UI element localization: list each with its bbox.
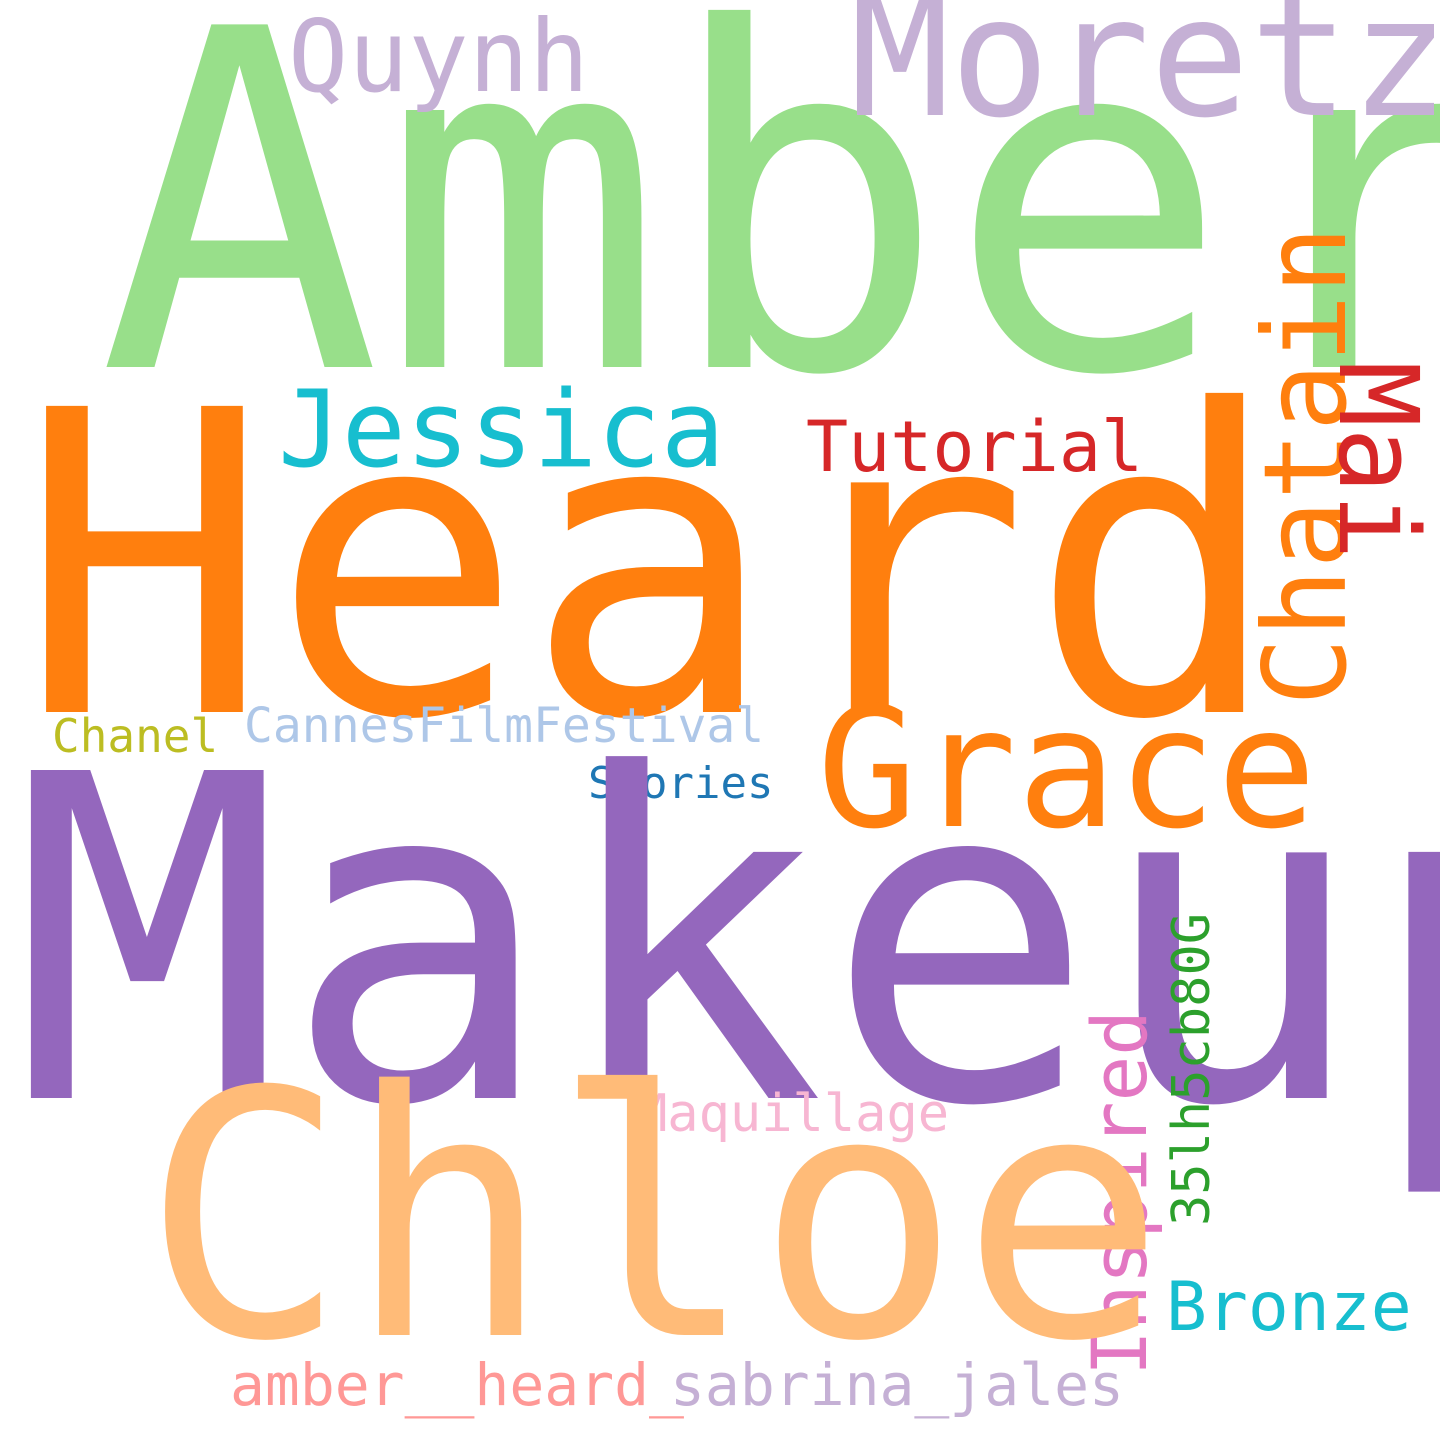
- word-chloe: Chloe: [142, 1020, 1166, 1416]
- word-amber: Amber: [98, 0, 1440, 478]
- word-stories: Stories: [588, 758, 774, 809]
- word-tutorial: Tutorial: [806, 406, 1144, 488]
- word-maquillage: Maquillage: [636, 1084, 950, 1144]
- word-quynh: Quynh: [288, 0, 590, 115]
- word-sabrina-jales: sabrina_jales: [670, 1351, 1124, 1419]
- word-moretz: Moretz: [850, 0, 1440, 155]
- word-bronze: Bronze: [1166, 1268, 1412, 1347]
- word-heard: Heard: [18, 323, 1283, 812]
- word-amber-heard: amber__heard_: [230, 1351, 684, 1419]
- word-chanel: Chanel: [52, 709, 219, 763]
- word-grace: Grace: [817, 673, 1317, 866]
- word-35lh5cb80g: 35lh5cb80G: [1162, 912, 1222, 1226]
- word-cannesfilmfestival: CannesFilmFestival: [244, 698, 765, 754]
- word-makeup: Makeup: [12, 681, 1440, 1205]
- word-mai: Mai: [1314, 361, 1440, 560]
- word-jessica: Jessica: [278, 368, 725, 491]
